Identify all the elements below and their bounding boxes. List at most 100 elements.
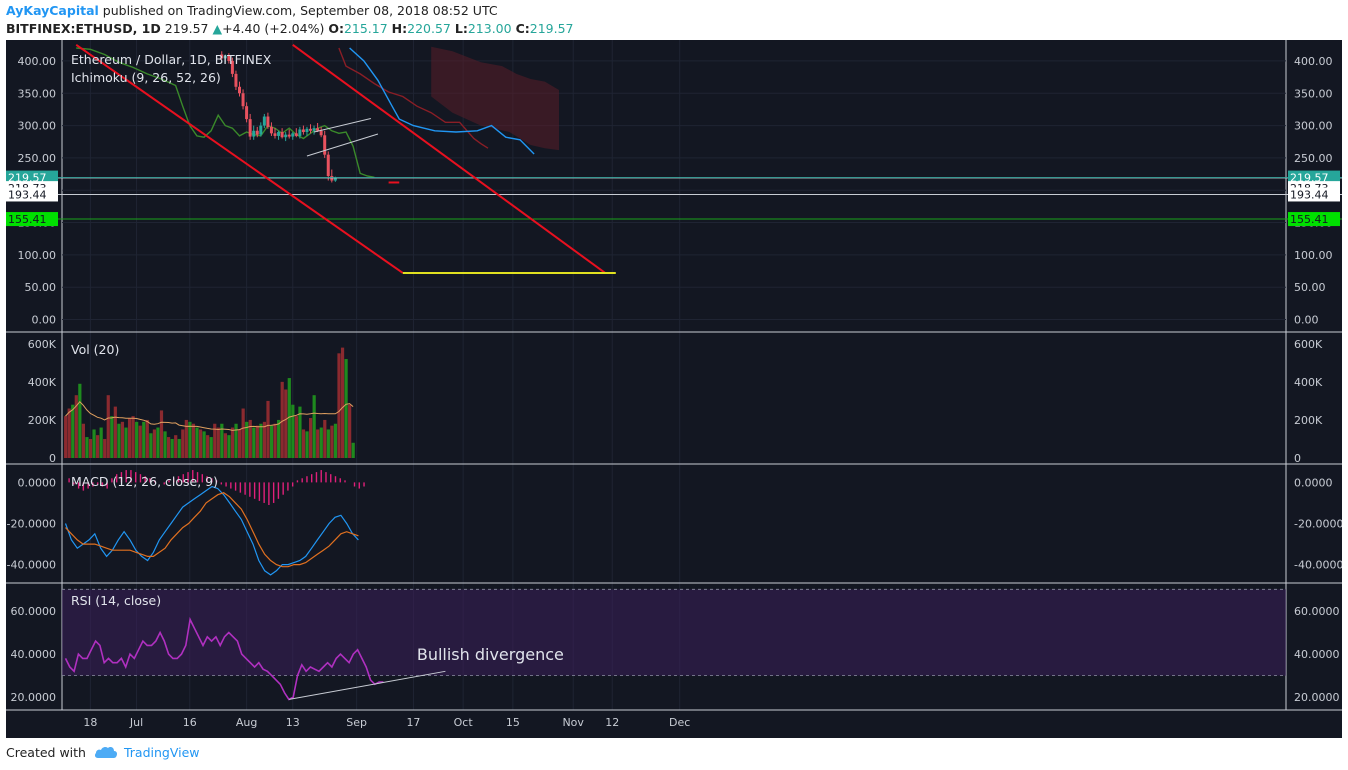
- flag-upper-line: [313, 117, 371, 133]
- volume-bar: [149, 433, 153, 458]
- rsi-y-tick: 60.0000: [11, 605, 57, 618]
- price-pane-title: Ethereum / Dollar, 1D, BITFINEX: [71, 52, 272, 67]
- volume-bar: [103, 438, 107, 458]
- volume-bar: [88, 438, 93, 458]
- divergence-line: [289, 670, 446, 700]
- vol-y-tick-right: 0: [1294, 452, 1301, 465]
- volume-bar: [188, 421, 192, 458]
- price-y-tick-right: 50.00: [1294, 281, 1326, 294]
- x-tick-label: Jul: [129, 716, 143, 729]
- volume-bar: [284, 389, 288, 458]
- rsi-y-tick-right: 40.0000: [1294, 648, 1340, 661]
- volume-bar: [195, 427, 199, 458]
- volume-bar: [110, 416, 114, 458]
- x-tick-label: Sep: [346, 716, 367, 729]
- volume-bar: [301, 429, 306, 458]
- volume-bar: [135, 421, 139, 458]
- low-label: L:: [454, 21, 468, 36]
- candle-body: [333, 177, 337, 181]
- volume-bar: [92, 429, 96, 458]
- volume-bar: [259, 423, 263, 458]
- volume-bar: [262, 421, 267, 458]
- volume-bar: [344, 359, 348, 458]
- volume-bar: [78, 383, 82, 458]
- volume-bar: [198, 429, 203, 458]
- price-label-left-bg: [6, 187, 58, 202]
- vol-y-tick: 0: [49, 452, 56, 465]
- volume-bar: [298, 406, 302, 458]
- vol-y-tick: 400K: [28, 376, 57, 389]
- candle-body: [248, 119, 252, 137]
- volume-bar: [309, 418, 313, 458]
- price-label-right: 193.44: [1290, 188, 1329, 201]
- author-link[interactable]: AyKayCapital: [6, 3, 99, 18]
- volume-bar: [255, 425, 259, 458]
- candle-body: [227, 55, 231, 61]
- tradingview-link[interactable]: TradingView: [123, 744, 200, 760]
- volume-bar: [120, 421, 125, 458]
- volume-bar: [348, 404, 352, 458]
- volume-bar: [223, 433, 227, 458]
- volume-bar: [81, 423, 85, 458]
- volume-bar: [106, 395, 110, 458]
- volume-bar: [156, 427, 160, 458]
- macd-pane-title: MACD (12, 26, close, 9): [71, 474, 218, 489]
- price-y-tick: 350.00: [18, 87, 57, 100]
- open-label: O:: [328, 21, 344, 36]
- candle-body: [316, 128, 320, 131]
- price-y-tick: 250.00: [18, 152, 57, 165]
- up-arrow-icon: ▲: [212, 21, 223, 36]
- candle-body: [223, 55, 227, 59]
- volume-bar: [216, 427, 220, 458]
- rsi-y-tick: 20.0000: [11, 691, 57, 704]
- macd-y-tick-right: 0.0000: [1294, 476, 1333, 489]
- volume-bar: [99, 427, 103, 458]
- candle-body: [287, 134, 291, 137]
- x-tick-label: Oct: [454, 716, 474, 729]
- price-label-right: 155.41: [1290, 213, 1329, 226]
- price-y-tick: 0.00: [32, 314, 57, 327]
- change-value: +4.40 (+2.04%): [222, 21, 325, 36]
- candle-body: [301, 129, 305, 133]
- volume-bar: [167, 437, 171, 458]
- volume-bar: [138, 425, 142, 458]
- price-label-right-bg: [1288, 212, 1340, 227]
- volume-bar: [248, 419, 252, 458]
- high-label: H:: [391, 21, 408, 36]
- chart-area[interactable]: 400.00 400.00 350.00 350.00 300.00 300.00 250.…: [6, 40, 1342, 738]
- vol-y-tick-right: 600K: [1294, 338, 1323, 351]
- volume-bar: [333, 423, 338, 458]
- volume-bar: [159, 410, 164, 458]
- volume-bar: [319, 427, 323, 458]
- x-tick-label: 13: [286, 716, 300, 729]
- volume-bar: [234, 423, 238, 458]
- rsi-band: [62, 589, 1286, 676]
- price-y-tick: 300.00: [18, 120, 57, 133]
- publish-info: AyKayCapital published on TradingView.co…: [6, 3, 498, 18]
- volume-bar: [305, 431, 309, 458]
- ichimoku-cloud: [431, 46, 559, 151]
- volume-bar: [291, 404, 295, 458]
- candle-body: [326, 154, 330, 177]
- trendline-1: [75, 43, 404, 274]
- macd-y-tick: -40.0000: [7, 559, 56, 572]
- rsi-line: [64, 616, 384, 701]
- volume-bar: [96, 435, 100, 458]
- volume-bar: [67, 408, 71, 458]
- volume-bar: [131, 416, 135, 458]
- candle-body: [312, 128, 316, 131]
- volume-bar: [117, 423, 121, 458]
- last-price: 219.57: [164, 21, 209, 36]
- volume-bar: [202, 431, 206, 458]
- volume-bar: [269, 425, 274, 458]
- candle-body: [323, 135, 327, 155]
- volume-bar: [238, 429, 242, 458]
- volume-bar: [227, 435, 231, 458]
- price-y-tick-right: 300.00: [1294, 120, 1333, 133]
- rsi-y-tick-right: 20.0000: [1294, 691, 1340, 704]
- volume-bar: [323, 419, 327, 458]
- price-y-tick: 100.00: [18, 249, 57, 262]
- x-tick-label: Nov: [562, 716, 584, 729]
- candle-body: [305, 128, 309, 133]
- candle-body: [238, 86, 241, 94]
